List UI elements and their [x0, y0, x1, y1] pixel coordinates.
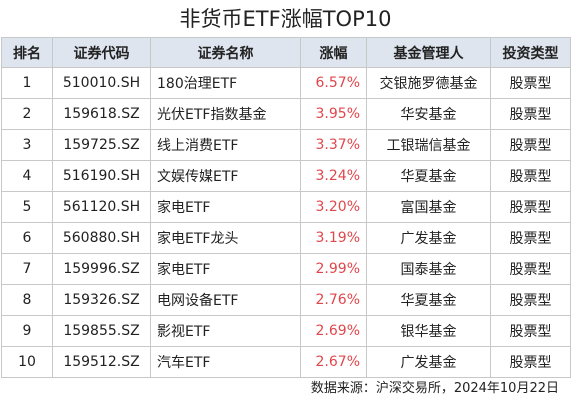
table-cell: 2.99% [300, 253, 367, 285]
table-cell: 3 [1, 129, 53, 161]
table-cell: 股票型 [490, 346, 571, 378]
table-cell: 股票型 [490, 284, 571, 316]
table-cell: 159996.SZ [52, 253, 151, 285]
table-cell: 广发基金 [366, 222, 491, 254]
table-cell: 2.69% [300, 315, 367, 347]
table-cell: 159512.SZ [52, 346, 151, 378]
table-cell: 2 [1, 98, 53, 130]
table-cell: 159618.SZ [52, 98, 151, 130]
table-cell: 股票型 [490, 191, 571, 223]
table-row: 4 516190.SH 文娱传媒ETF 3.24% 华夏基金 股票型 [1, 160, 571, 192]
table-cell: 股票型 [490, 98, 571, 130]
table-cell: 股票型 [490, 129, 571, 161]
table-cell: 9 [1, 315, 53, 347]
table-row: 8 159326.SZ 电网设备ETF 2.76% 华夏基金 股票型 [1, 284, 571, 316]
table-cell: 159725.SZ [52, 129, 151, 161]
table-row: 9 159855.SZ 影视ETF 2.69% 银华基金 股票型 [1, 315, 571, 347]
table-cell: 华夏基金 [366, 160, 491, 192]
column-header: 投资类型 [490, 37, 571, 68]
table-cell: 电网设备ETF [150, 284, 301, 316]
table-cell: 家电ETF [150, 191, 301, 223]
table-cell: 文娱传媒ETF [150, 160, 301, 192]
table-cell: 159326.SZ [52, 284, 151, 316]
table-row: 1 510010.SH 180治理ETF 6.57% 交银施罗德基金 股票型 [1, 67, 571, 99]
table-cell: 线上消费ETF [150, 129, 301, 161]
table-cell: 华安基金 [366, 98, 491, 130]
column-header: 排名 [1, 37, 53, 68]
table-cell: 家电ETF [150, 253, 301, 285]
column-header: 基金管理人 [366, 37, 491, 68]
table-cell: 3.95% [300, 98, 367, 130]
table-cell: 3.24% [300, 160, 367, 192]
table-cell: 561120.SH [52, 191, 151, 223]
table-cell: 3.19% [300, 222, 367, 254]
table-cell: 工银瑞信基金 [366, 129, 491, 161]
table-cell: 股票型 [490, 222, 571, 254]
table-cell: 4 [1, 160, 53, 192]
table-cell: 2.76% [300, 284, 367, 316]
table-cell: 股票型 [490, 315, 571, 347]
table-cell: 富国基金 [366, 191, 491, 223]
table-cell: 2.67% [300, 346, 367, 378]
table-cell: 股票型 [490, 67, 571, 99]
table-cell: 汽车ETF [150, 346, 301, 378]
title: 非货币ETF涨幅TOP10 [179, 7, 392, 31]
table-row: 7 159996.SZ 家电ETF 2.99% 国泰基金 股票型 [1, 253, 571, 285]
table-cell: 银华基金 [366, 315, 491, 347]
table-row: 6 560880.SH 家电ETF龙头 3.19% 广发基金 股票型 [1, 222, 571, 254]
table-cell: 股票型 [490, 253, 571, 285]
table-row: 2 159618.SZ 光伏ETF指数基金 3.95% 华安基金 股票型 [1, 98, 571, 130]
table-body: 1 510010.SH 180治理ETF 6.57% 交银施罗德基金 股票型 2 159618… [1, 67, 571, 378]
header-row: 排名 证券代码 证券名称 涨幅 基金管理人 投资类型 [1, 37, 571, 68]
footer: 数据来源：沪深交易所，2024年10月22日 [310, 381, 559, 396]
table-cell: 516190.SH [52, 160, 151, 192]
table-cell: 7 [1, 253, 53, 285]
table-cell: 560880.SH [52, 222, 151, 254]
column-header: 证券代码 [52, 37, 151, 68]
column-header: 涨幅 [300, 37, 367, 68]
table-cell: 家电ETF龙头 [150, 222, 301, 254]
table: 排名 证券代码 证券名称 涨幅 基金管理人 投资类型 1 510010.SH 180治理ETF… [1, 37, 571, 378]
table-row: 3 159725.SZ 线上消费ETF 3.37% 工银瑞信基金 股票型 [1, 129, 571, 161]
table-cell: 6 [1, 222, 53, 254]
table-cell: 510010.SH [52, 67, 151, 99]
table-cell: 5 [1, 191, 53, 223]
table-cell: 10 [1, 346, 53, 378]
table-cell: 3.20% [300, 191, 367, 223]
table-cell: 广发基金 [366, 346, 491, 378]
table-cell: 国泰基金 [366, 253, 491, 285]
table-cell: 180治理ETF [150, 67, 301, 99]
table-row: 5 561120.SH 家电ETF 3.20% 富国基金 股票型 [1, 191, 571, 223]
table-row: 10 159512.SZ 汽车ETF 2.67% 广发基金 股票型 [1, 346, 571, 378]
table-cell: 6.57% [300, 67, 367, 99]
table-cell: 光伏ETF指数基金 [150, 98, 301, 130]
table-cell: 股票型 [490, 160, 571, 192]
table-cell: 159855.SZ [52, 315, 151, 347]
table-cell: 交银施罗德基金 [366, 67, 491, 99]
column-header: 证券名称 [150, 37, 301, 68]
table-cell: 华夏基金 [366, 284, 491, 316]
table-cell: 8 [1, 284, 53, 316]
table-cell: 影视ETF [150, 315, 301, 347]
table-cell: 1 [1, 67, 53, 99]
table-cell: 3.37% [300, 129, 367, 161]
